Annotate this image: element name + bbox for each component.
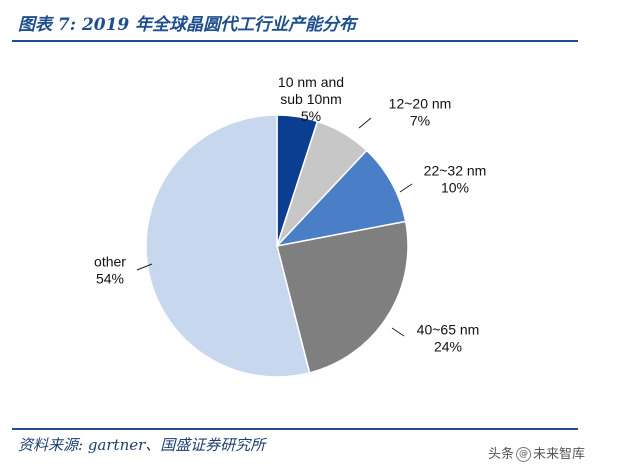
slice-label-4: 40~65 nm 24% — [417, 322, 480, 355]
slice-percent: 24% — [434, 339, 462, 355]
slice-label-2: 12~20 nm 7% — [389, 96, 452, 129]
slice-labels: 10 nm and sub 10nm 5% 12~20 nm 7% 22~32 nm 10%… — [94, 74, 486, 355]
slice-name: 10 nm and — [278, 74, 344, 90]
watermark: 头条 @ 未来智库 — [488, 443, 585, 462]
slice-name: 40~65 nm — [417, 322, 480, 338]
leader-line-2 — [358, 117, 372, 129]
source-note: 资料来源: gartner、国盛证券研究所 — [18, 436, 266, 454]
slice-label-5: other 54% — [94, 254, 126, 287]
pie-slice-3 — [274, 149, 407, 248]
source-rule — [12, 428, 578, 430]
leader-line-3 — [399, 183, 413, 193]
title-rule — [12, 40, 578, 42]
watermark-name: 未来智库 — [533, 447, 586, 462]
slice-label-3: 22~32 nm 10% — [424, 163, 487, 196]
slice-percent: 7% — [410, 113, 430, 129]
slice-percent: 54% — [96, 271, 124, 287]
slice-name: 12~20 nm — [389, 96, 452, 112]
slice-name: 22~32 nm — [424, 163, 487, 179]
watermark-logo-icon: @ — [516, 447, 532, 462]
figure-title: 图表 7: 2019 年全球晶圆代工行业产能分布 — [18, 15, 357, 35]
watermark-prefix: 头条 — [488, 447, 515, 462]
pie-slice-5 — [145, 114, 311, 378]
slice-label-1: 10 nm and sub 10nm 5% — [278, 74, 344, 124]
slice-name: other — [94, 254, 126, 270]
slice-name: sub 10nm — [280, 91, 341, 107]
leader-line-5 — [136, 263, 153, 271]
leader-line-4 — [391, 327, 405, 337]
pie-slice-4 — [276, 220, 409, 374]
slice-percent: 10% — [441, 180, 469, 196]
pie-slices — [145, 114, 409, 378]
slice-percent: 5% — [301, 108, 321, 124]
label-leader-lines — [136, 117, 413, 337]
